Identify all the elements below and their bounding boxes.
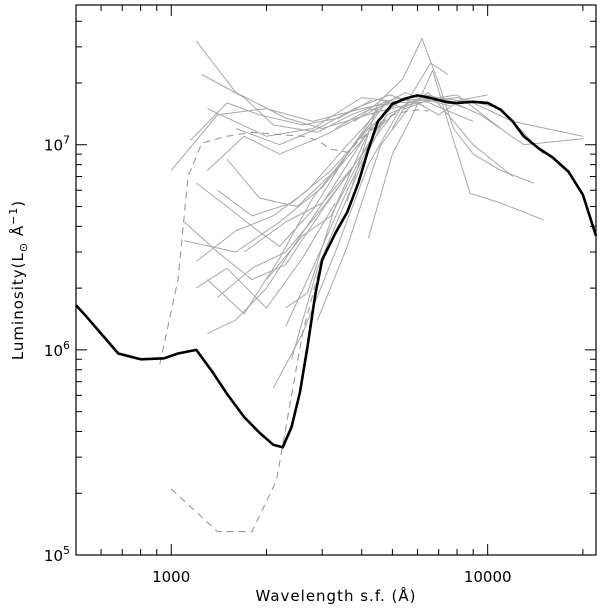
y-label-sub: ⊙ — [17, 242, 30, 252]
series-line-19 — [196, 202, 336, 309]
series-line-29 — [361, 91, 514, 177]
y-tick-label: 107 — [44, 134, 70, 155]
series-line-15 — [206, 105, 385, 315]
x-tick-label: 1000 — [152, 568, 190, 586]
series-line-28 — [367, 70, 544, 239]
series-line-16 — [183, 114, 393, 281]
tick-layer — [75, 5, 596, 556]
series-line-21 — [285, 121, 382, 327]
y-axis-label: Luminosity(L⊙ Å−1) — [7, 200, 30, 360]
series-line-9 — [206, 91, 474, 171]
series-line-6 — [207, 94, 502, 137]
y-label-sup: −1 — [7, 207, 20, 225]
y-label-suffix: Å — [8, 225, 27, 242]
series-line-7 — [190, 99, 372, 141]
series-line-main — [75, 94, 598, 449]
series-line-32 — [391, 62, 449, 129]
series-line-12 — [195, 111, 379, 262]
series-line-5 — [201, 74, 398, 133]
series-line-26 — [243, 164, 356, 253]
series-layer — [75, 37, 598, 533]
series-line-22 — [285, 124, 373, 309]
series-line-20 — [272, 108, 401, 389]
series-line-8 — [235, 94, 425, 146]
series-line-18 — [207, 136, 366, 335]
y-label-close: ) — [9, 200, 27, 207]
series-line-4 — [195, 40, 544, 155]
x-axis-label: Wavelength s.f. (Å) — [255, 586, 416, 605]
series-line-34 — [371, 94, 488, 116]
ticklabel-layer: 1000 10000 105 106 107 — [44, 134, 512, 586]
y-tick-label: 105 — [44, 544, 70, 565]
series-line-30 — [377, 94, 583, 146]
plot-frame — [75, 4, 597, 556]
x-tick-label: 10000 — [464, 568, 512, 586]
series-line-23 — [317, 102, 414, 321]
y-label-prefix: Luminosity(L — [9, 252, 27, 360]
y-tick-label: 106 — [44, 339, 70, 360]
series-line-33 — [354, 99, 451, 122]
series-line-27 — [346, 37, 535, 202]
series-line-dashed-2 — [170, 257, 323, 533]
series-line-24 — [266, 149, 366, 280]
series-line-17 — [217, 170, 352, 298]
